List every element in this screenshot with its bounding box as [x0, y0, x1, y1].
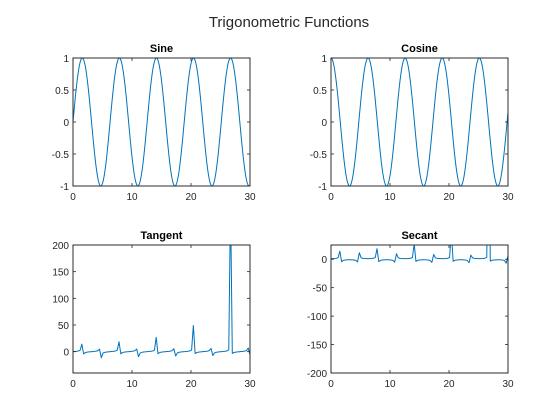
axes-frame — [330, 244, 509, 374]
y-tick-label: -200 — [307, 369, 327, 380]
series-line — [73, 245, 250, 359]
y-tick-label: 1 — [63, 54, 69, 65]
y-tick-label: 150 — [52, 268, 69, 279]
y-tick-label: 0 — [321, 255, 327, 266]
x-tick-label: 0 — [328, 192, 334, 203]
x-tick-label: 10 — [126, 379, 138, 390]
x-tick-label: 10 — [384, 192, 396, 203]
y-tick-label: 0 — [63, 348, 69, 359]
x-tick-label: 30 — [244, 192, 256, 203]
subplot-title: Tangent — [141, 230, 183, 242]
subplot-secant: 0 10 20 30 -200 -150 -100 -50 0 Secant — [307, 230, 514, 390]
subplot-sine: 0 10 20 30 -1 -0.5 0 0.5 1 Sine — [52, 43, 256, 203]
axes-border — [330, 244, 509, 374]
y-tick-label: -0.5 — [310, 150, 328, 161]
subplot-title: Sine — [150, 43, 173, 55]
x-tick-label: 30 — [244, 379, 256, 390]
x-tick-label: 30 — [502, 192, 514, 203]
series-line — [73, 58, 250, 186]
x-tick-label: 20 — [185, 379, 197, 390]
x-tick-label: 0 — [328, 379, 334, 390]
subplot-cosine: 0 10 20 30 -1 -0.5 0 0.5 1 Cosine — [310, 43, 514, 203]
y-tick-label: -50 — [313, 284, 328, 295]
y-tick-label: 0.5 — [55, 86, 69, 97]
y-tick-label: 50 — [58, 321, 70, 332]
y-tick-label: -100 — [307, 312, 327, 323]
x-tick-label: 10 — [384, 379, 396, 390]
x-tick-label: 20 — [185, 192, 197, 203]
subplot-title: Secant — [401, 230, 437, 242]
axes-frame — [72, 244, 251, 374]
figure-title: Trigonometric Functions — [209, 14, 369, 31]
y-tick-label: 100 — [52, 294, 69, 305]
x-tick-label: 30 — [502, 379, 514, 390]
y-tick-label: -150 — [307, 341, 327, 352]
y-tick-label: 0 — [63, 118, 69, 129]
y-tick-label: 200 — [52, 241, 69, 252]
y-tick-label: 0.5 — [313, 86, 327, 97]
series-line — [331, 58, 508, 186]
x-tick-label: 20 — [443, 192, 455, 203]
y-tick-label: 0 — [321, 118, 327, 129]
subplot-tangent: 0 10 20 30 0 50 100 150 200 Tangent — [52, 230, 256, 390]
subplot-title: Cosine — [401, 43, 438, 55]
x-tick-label: 0 — [70, 379, 76, 390]
axes-border — [72, 244, 251, 374]
y-tick-label: -1 — [60, 182, 69, 193]
x-tick-label: 20 — [443, 379, 455, 390]
x-tick-label: 10 — [126, 192, 138, 203]
axes-frame — [330, 57, 509, 187]
x-tick-label: 0 — [70, 192, 76, 203]
series-line — [331, 245, 508, 264]
y-tick-label: -1 — [318, 182, 327, 193]
y-tick-label: 1 — [321, 54, 327, 65]
y-tick-label: -0.5 — [52, 150, 70, 161]
